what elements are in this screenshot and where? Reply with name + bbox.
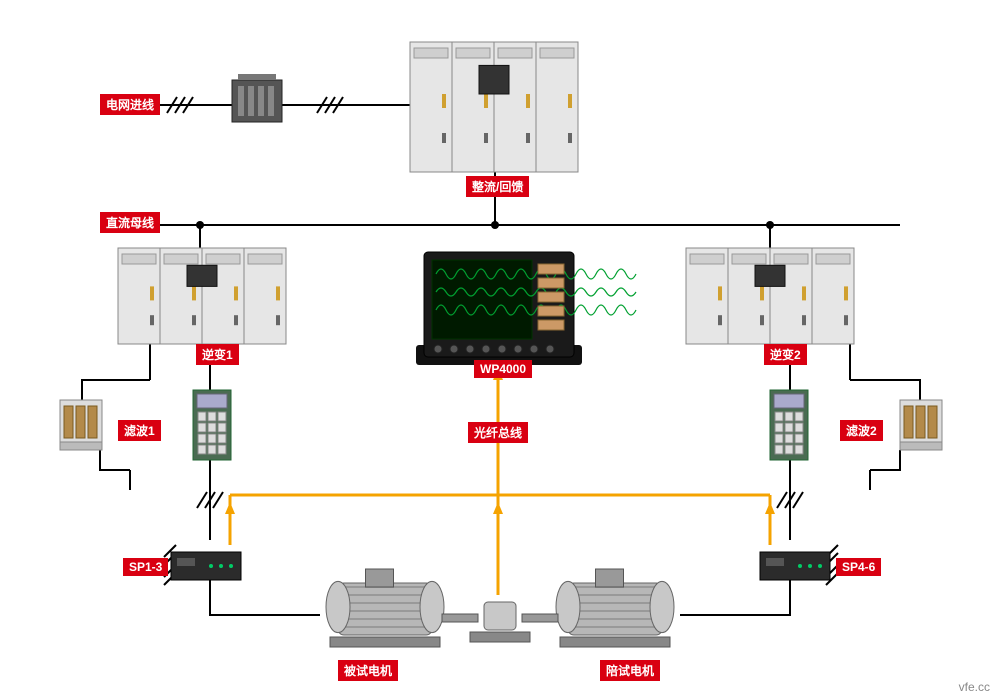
inverter2-cabinets — [686, 248, 854, 344]
motor-load — [556, 569, 674, 647]
transformer — [232, 74, 282, 122]
inverter1-cabinets — [118, 248, 286, 344]
label-wp4000: WP4000 — [474, 360, 532, 378]
sp1-3 — [171, 552, 241, 580]
rectifier-cabinets — [410, 42, 578, 172]
label-sp46: SP4-6 — [836, 558, 881, 576]
label-fiber-bus: 光纤总线 — [468, 422, 528, 443]
label-motor-dut: 被试电机 — [338, 660, 398, 681]
label-filter2: 滤波2 — [840, 420, 883, 441]
label-grid-in: 电网进线 — [100, 94, 160, 115]
label-dc-bus: 直流母线 — [100, 212, 160, 233]
watermark: vfe.cc — [959, 680, 990, 694]
label-motor-load: 陪试电机 — [600, 660, 660, 681]
junction-box-1 — [193, 390, 231, 460]
label-inverter1: 逆变1 — [196, 344, 239, 365]
motor-dut — [326, 569, 444, 647]
fiber-lines — [225, 360, 775, 595]
wp4000-analyzer — [416, 252, 636, 365]
label-inverter2: 逆变2 — [764, 344, 807, 365]
filter2 — [900, 400, 942, 450]
junction-box-2 — [770, 390, 808, 460]
coupling — [442, 602, 558, 642]
label-filter1: 滤波1 — [118, 420, 161, 441]
label-sp13: SP1-3 — [123, 558, 168, 576]
sp4-6 — [760, 552, 830, 580]
components — [60, 42, 942, 647]
filter1 — [60, 400, 102, 450]
label-rectifier: 整流/回馈 — [466, 176, 529, 197]
